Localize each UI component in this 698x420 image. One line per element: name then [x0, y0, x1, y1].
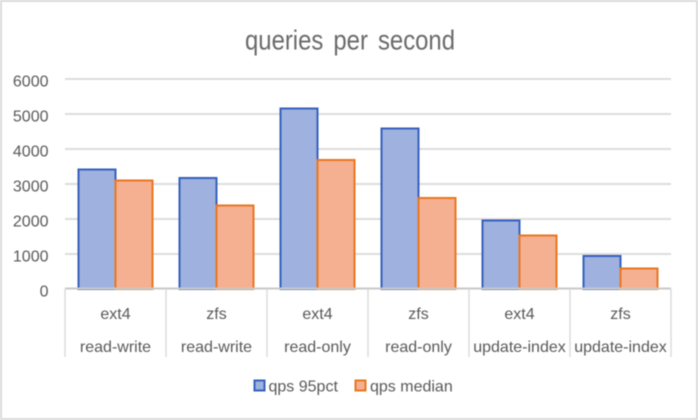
svg-text:read-write: read-write: [80, 339, 151, 356]
svg-text:6000: 6000: [13, 74, 49, 91]
svg-text:read-only: read-only: [385, 339, 452, 356]
svg-text:2000: 2000: [13, 214, 49, 231]
svg-text:zfs: zfs: [408, 306, 428, 323]
svg-text:zfs: zfs: [206, 306, 226, 323]
svg-text:qps 95pct: qps 95pct: [269, 379, 339, 396]
svg-text:qps median: qps median: [370, 379, 453, 396]
svg-text:ext4: ext4: [504, 306, 534, 323]
svg-text:update-index: update-index: [473, 339, 566, 356]
svg-text:ext4: ext4: [302, 306, 332, 323]
svg-text:0: 0: [40, 284, 49, 301]
svg-text:ext4: ext4: [100, 306, 130, 323]
svg-text:4000: 4000: [13, 144, 49, 161]
svg-text:3000: 3000: [13, 179, 49, 196]
svg-text:read-only: read-only: [284, 339, 351, 356]
svg-text:read-write: read-write: [181, 339, 252, 356]
svg-text:5000: 5000: [13, 109, 49, 126]
svg-text:update-index: update-index: [574, 339, 667, 356]
svg-text:1000: 1000: [13, 249, 49, 266]
svg-text:queries per second: queries per second: [245, 25, 455, 56]
svg-text:zfs: zfs: [610, 306, 630, 323]
